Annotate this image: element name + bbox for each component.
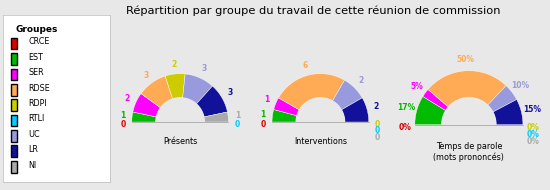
- Text: Répartition par groupe du travail de cette réunion de commission: Répartition par groupe du travail de cet…: [126, 6, 500, 16]
- Text: Groupes: Groupes: [15, 25, 58, 34]
- Text: 5%: 5%: [410, 82, 423, 91]
- Polygon shape: [156, 98, 204, 122]
- Text: 3: 3: [228, 89, 233, 97]
- Polygon shape: [296, 98, 344, 122]
- Text: 0%: 0%: [526, 123, 539, 132]
- Polygon shape: [278, 74, 344, 110]
- Polygon shape: [272, 109, 297, 122]
- Polygon shape: [183, 74, 212, 104]
- Text: 0: 0: [234, 120, 240, 129]
- Text: 6: 6: [302, 61, 308, 70]
- FancyBboxPatch shape: [12, 69, 16, 80]
- Text: Interventions: Interventions: [294, 138, 347, 146]
- Text: RTLI: RTLI: [29, 114, 45, 123]
- Text: 1: 1: [260, 110, 266, 119]
- FancyBboxPatch shape: [12, 38, 16, 49]
- Text: 0: 0: [120, 120, 126, 129]
- FancyBboxPatch shape: [12, 146, 16, 157]
- Text: 0%: 0%: [526, 130, 539, 139]
- Text: 1: 1: [264, 95, 270, 104]
- Polygon shape: [274, 98, 299, 116]
- Text: 0: 0: [261, 120, 266, 129]
- Text: CRCE: CRCE: [29, 37, 50, 46]
- Text: NI: NI: [29, 161, 37, 169]
- Polygon shape: [204, 112, 228, 122]
- Polygon shape: [423, 89, 448, 111]
- FancyBboxPatch shape: [12, 115, 16, 126]
- Text: Temps de parole
(mots prononcés): Temps de parole (mots prononcés): [433, 142, 504, 162]
- Polygon shape: [342, 98, 369, 122]
- Text: EST: EST: [29, 53, 43, 62]
- Text: 3: 3: [201, 64, 206, 74]
- Text: RDPI: RDPI: [29, 99, 47, 108]
- Text: 0: 0: [375, 132, 380, 142]
- Polygon shape: [442, 98, 496, 125]
- Polygon shape: [493, 100, 523, 125]
- Text: 1: 1: [235, 112, 240, 120]
- Text: 50%: 50%: [456, 55, 475, 64]
- Text: 2: 2: [359, 77, 364, 86]
- FancyBboxPatch shape: [12, 130, 16, 142]
- Text: 2: 2: [374, 102, 379, 112]
- Text: 2: 2: [172, 60, 177, 69]
- Polygon shape: [165, 74, 185, 99]
- Polygon shape: [133, 94, 161, 117]
- Text: UC: UC: [29, 130, 40, 139]
- Text: 0%: 0%: [526, 137, 539, 146]
- Polygon shape: [428, 71, 506, 107]
- Polygon shape: [141, 76, 173, 108]
- FancyBboxPatch shape: [12, 99, 16, 111]
- Text: 10%: 10%: [512, 81, 530, 90]
- Text: Présents: Présents: [163, 138, 197, 146]
- Text: 0: 0: [375, 126, 380, 135]
- Text: 15%: 15%: [523, 105, 541, 114]
- Text: 17%: 17%: [397, 103, 416, 112]
- Text: 1: 1: [120, 112, 125, 120]
- Polygon shape: [487, 86, 516, 112]
- Text: SER: SER: [29, 68, 44, 77]
- Polygon shape: [132, 112, 156, 122]
- FancyBboxPatch shape: [12, 84, 16, 96]
- Text: 0: 0: [375, 120, 380, 129]
- FancyBboxPatch shape: [12, 161, 16, 173]
- Polygon shape: [196, 86, 228, 117]
- FancyBboxPatch shape: [12, 53, 16, 65]
- Text: 2: 2: [124, 94, 130, 103]
- Text: LR: LR: [29, 145, 38, 154]
- Polygon shape: [332, 80, 362, 110]
- Text: RDSE: RDSE: [29, 84, 50, 93]
- Text: 3: 3: [144, 70, 149, 80]
- Text: 0%: 0%: [399, 123, 411, 132]
- Polygon shape: [415, 97, 446, 125]
